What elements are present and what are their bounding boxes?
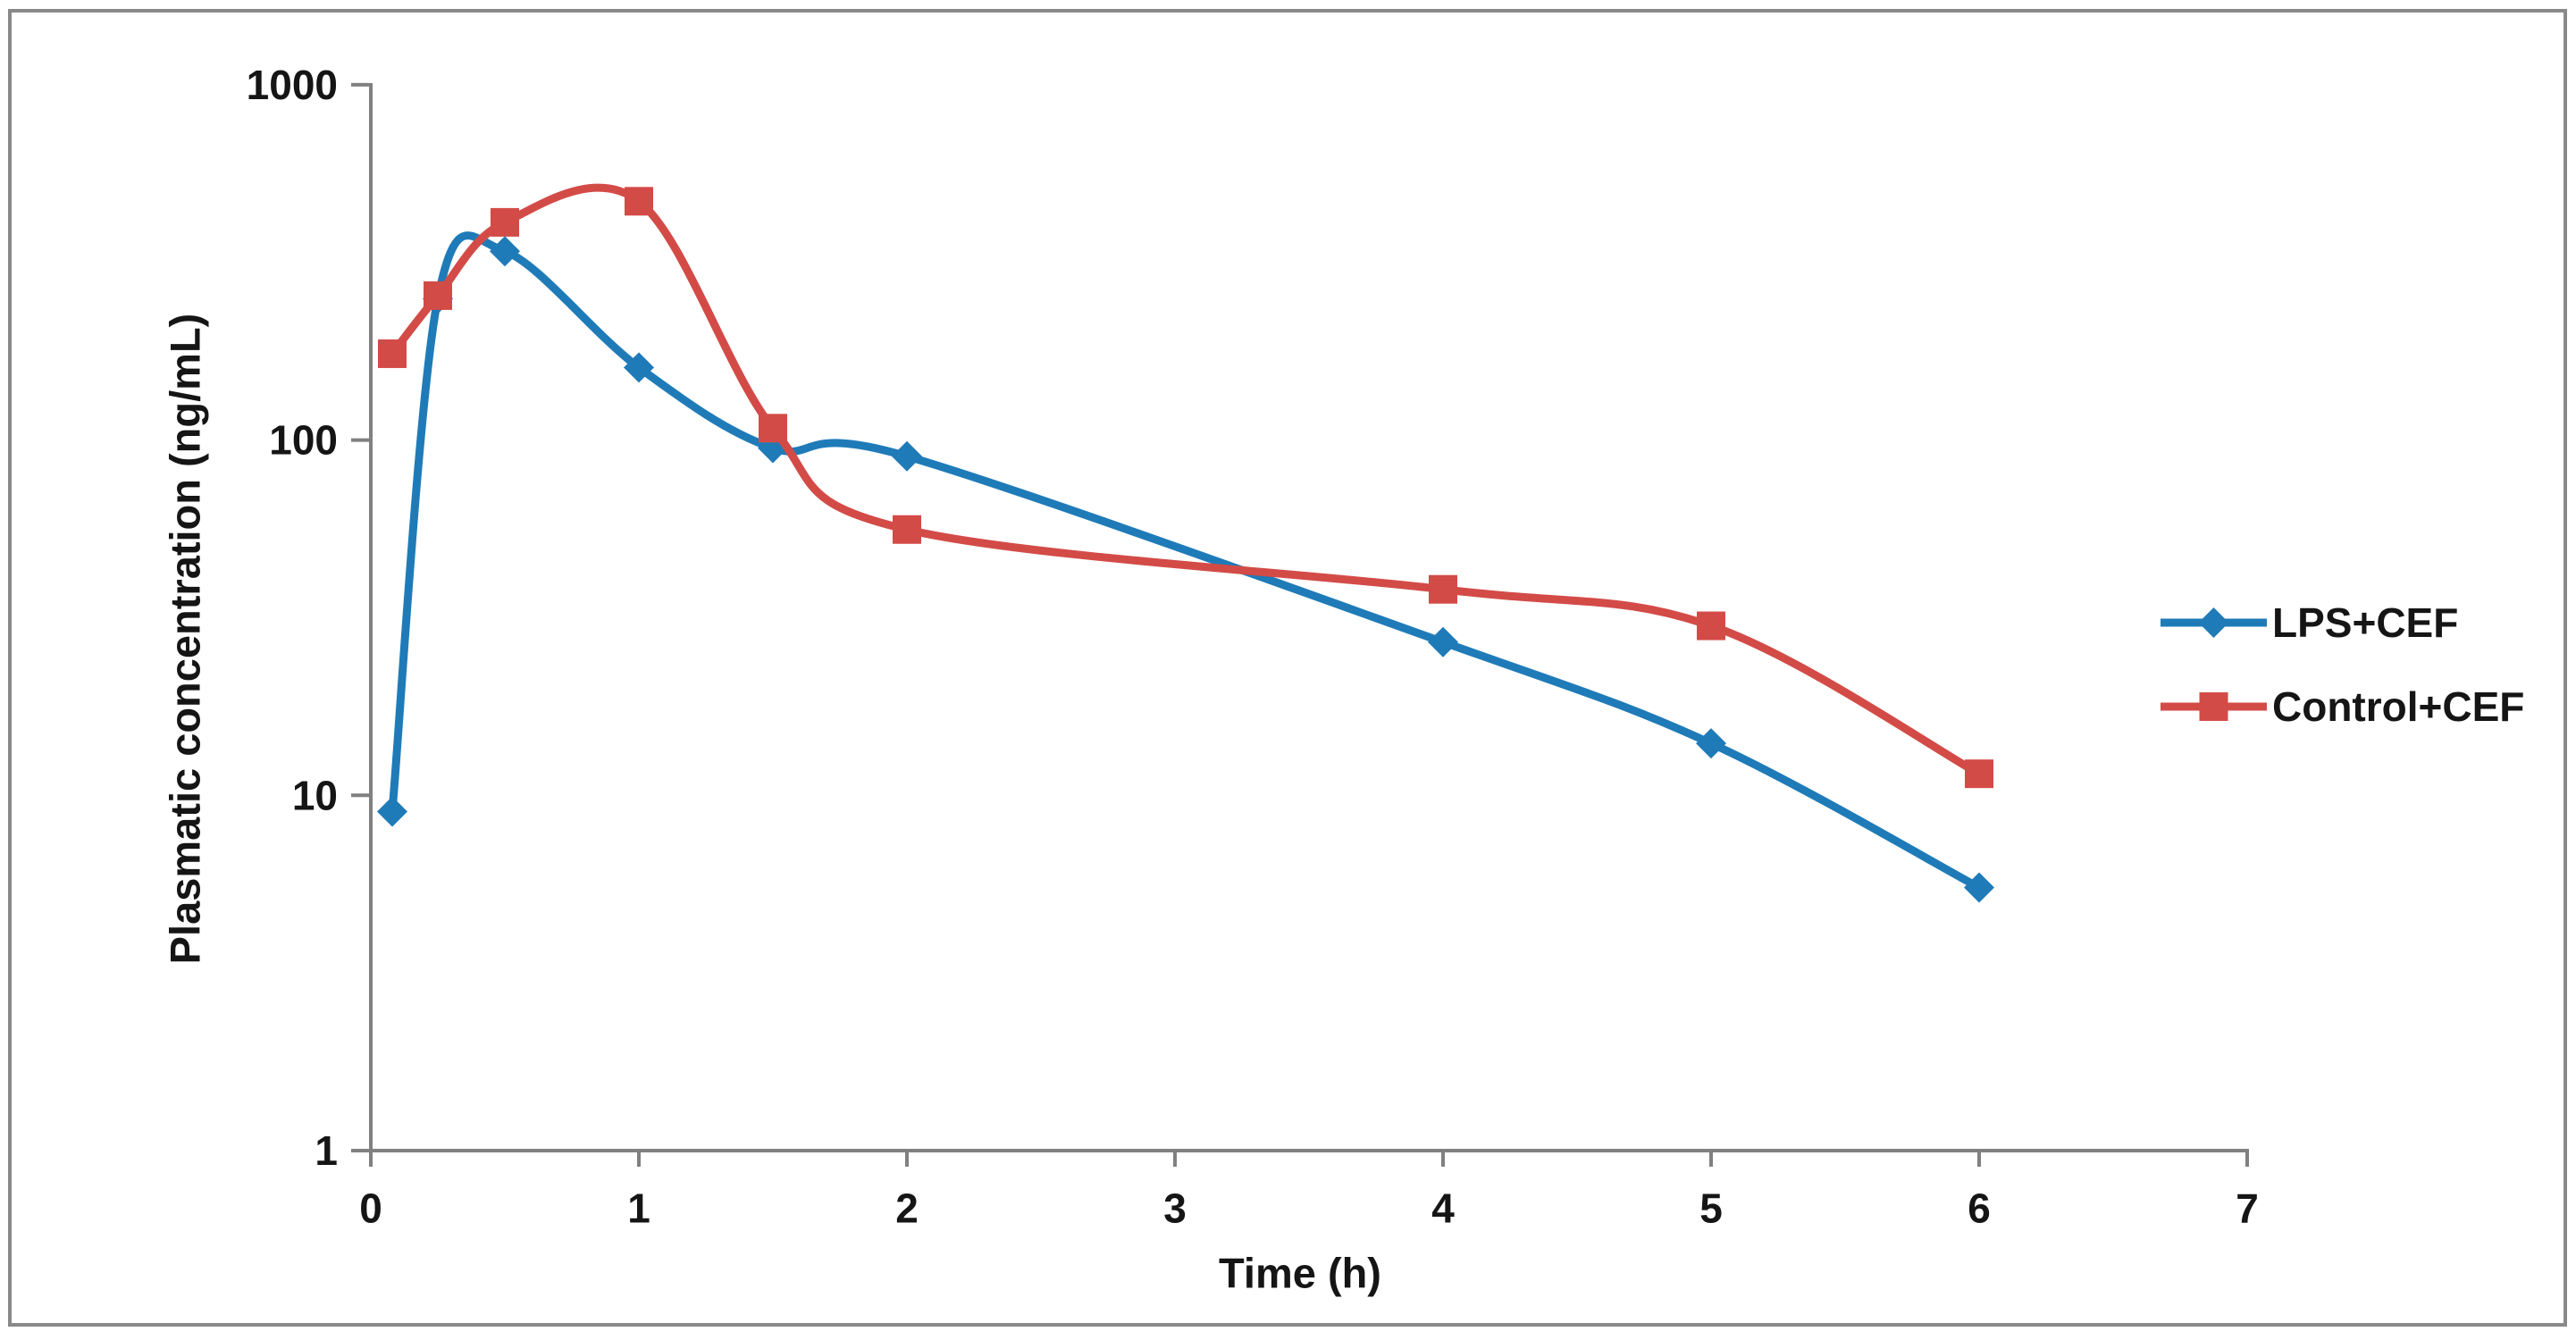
legend-marker-square-icon (2199, 692, 2228, 721)
legend-marker-diamond-icon (2198, 607, 2229, 638)
figure-border (8, 9, 2567, 1327)
legend-label: Control+CEF (2272, 683, 2524, 730)
x-tick-label: 7 (2236, 1185, 2259, 1232)
y-tick-label: 100 (269, 417, 338, 464)
data-point-marker-control-cef (378, 339, 407, 368)
x-tick-label: 0 (359, 1185, 382, 1232)
x-tick-label: 1 (627, 1185, 650, 1232)
data-point-marker-lps-cef (1696, 728, 1726, 759)
legend-label: LPS+CEF (2272, 599, 2458, 646)
data-point-marker-control-cef (1429, 574, 1457, 604)
x-tick-label: 6 (1968, 1185, 1991, 1232)
y-tick-label: 10 (292, 772, 338, 818)
data-point-marker-control-cef (1965, 759, 1993, 789)
data-point-marker-lps-cef (892, 440, 922, 472)
x-axis-title: Time (h) (1219, 1250, 1381, 1297)
x-tick-label: 5 (1699, 1185, 1723, 1232)
x-tick-label: 4 (1431, 1185, 1455, 1232)
data-point-marker-control-cef (625, 187, 653, 216)
data-point-marker-control-cef (759, 414, 787, 443)
x-tick-label: 3 (1163, 1185, 1187, 1232)
data-point-marker-lps-cef (490, 236, 520, 267)
y-tick-label: 1 (315, 1127, 338, 1174)
data-point-marker-control-cef (1697, 611, 1725, 641)
data-point-marker-lps-cef (1428, 626, 1458, 657)
data-point-marker-control-cef (424, 281, 452, 310)
y-axis-title: Plasmatic concentration (ng/mL) (162, 314, 209, 965)
x-tick-label: 2 (895, 1185, 919, 1232)
data-point-marker-lps-cef (1964, 872, 1994, 903)
data-point-marker-lps-cef (377, 796, 407, 827)
data-point-marker-control-cef (893, 515, 921, 544)
data-point-marker-control-cef (491, 207, 519, 237)
data-point-marker-lps-cef (624, 352, 654, 383)
y-tick-label: 1000 (247, 62, 338, 108)
